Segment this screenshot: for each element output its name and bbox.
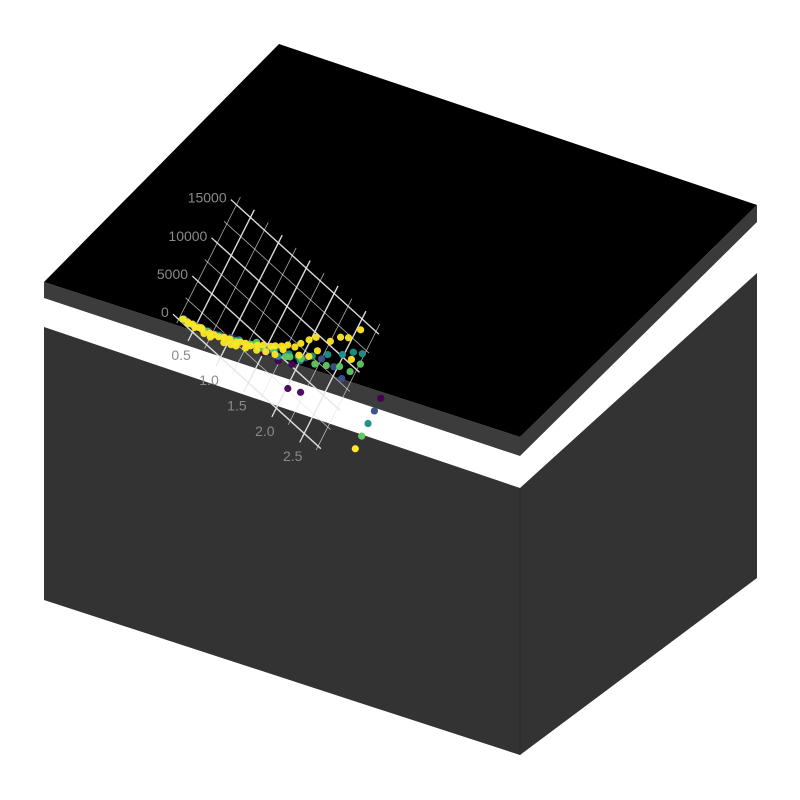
grid-line-y: [175, 316, 322, 450]
slab-right-edge: [520, 205, 757, 456]
legend-key: [370, 407, 378, 415]
data-point: [344, 334, 353, 342]
legend: [351, 394, 385, 453]
grid-line-y: [204, 259, 351, 392]
data-point: [284, 341, 292, 349]
grid-line-y: [185, 297, 331, 430]
slab-left-edge: [44, 282, 520, 456]
data-point: [286, 353, 294, 361]
data-point: [322, 361, 330, 370]
grid-lines: [172, 196, 381, 451]
data-point: [358, 350, 366, 358]
data-point: [232, 342, 240, 350]
y-tick-label: 0: [161, 304, 169, 320]
y-tick-mark: [191, 275, 196, 280]
data-point: [291, 343, 299, 351]
grid-line-x: [176, 196, 241, 324]
y-tick-label: 5000: [157, 266, 188, 282]
tick-labels: 0.5 1.0 1.5 2.0 2.5 0 5000 10000 15000: [157, 190, 303, 465]
data-point: [215, 333, 223, 341]
grid-line-y: [233, 201, 380, 335]
data-point: [185, 319, 193, 328]
x-tick-label: 2.5: [283, 448, 303, 464]
grid-line-x: [190, 209, 255, 337]
data-point: [259, 341, 267, 349]
data-point: [271, 342, 279, 350]
y-tick-mark: [211, 237, 215, 241]
x-tick-mark: [187, 335, 192, 342]
data-point: [262, 348, 270, 356]
data-point: [311, 360, 319, 368]
x-tick-label: 0.5: [171, 347, 191, 363]
data-point: [253, 346, 261, 354]
x-tick-mark: [271, 411, 275, 418]
data-point: [312, 333, 320, 341]
data-point: [357, 326, 365, 334]
data-point: [242, 344, 250, 352]
data-point: [313, 347, 322, 355]
data-point: [305, 352, 313, 361]
data-point: [338, 350, 347, 359]
grid-line-y: [213, 239, 360, 373]
y-tick-mark: [230, 199, 235, 203]
data-point: [336, 333, 345, 341]
data-point: [271, 350, 279, 359]
y-tick-label: 15000: [188, 190, 227, 206]
box-right-face: [520, 273, 757, 755]
data-point: [324, 350, 332, 359]
grid-line-x: [273, 285, 339, 413]
data-point: [317, 355, 326, 363]
data-point: [346, 367, 354, 376]
data-point: [296, 388, 305, 396]
grid-line-x: [245, 260, 311, 387]
data-points: [178, 315, 366, 396]
x-tick-label: 1.0: [199, 372, 219, 388]
legend-key: [364, 419, 372, 428]
data-point: [305, 336, 313, 344]
data-point: [200, 329, 208, 338]
legend-key: [377, 394, 385, 402]
x-tick-label: 2.0: [255, 423, 275, 439]
x-tick-mark: [299, 437, 303, 443]
data-point: [330, 363, 338, 371]
data-point: [356, 360, 364, 368]
data-point: [347, 355, 355, 363]
data-point: [295, 351, 303, 359]
grid-line-x: [204, 222, 269, 349]
data-point: [288, 360, 296, 368]
data-point: [197, 324, 205, 332]
legend-key: [358, 432, 366, 440]
y-tick-mark: [172, 313, 177, 318]
data-point: [226, 335, 234, 343]
data-point: [279, 346, 287, 354]
data-point: [336, 362, 344, 371]
data-point: [349, 348, 357, 356]
data-point: [220, 333, 228, 341]
x-tick-mark: [243, 386, 247, 392]
grid-line-y: [223, 221, 370, 354]
y-tick-label: 10000: [168, 228, 207, 244]
grid-line-x: [260, 273, 325, 400]
base-box: [44, 273, 757, 755]
x-tick-label: 1.5: [227, 397, 247, 413]
data-point: [297, 339, 305, 348]
data-point: [206, 333, 214, 341]
legend-key: [351, 445, 359, 453]
x-tick-mark: [215, 360, 220, 367]
data-point: [220, 339, 228, 347]
grid-line-y: [194, 278, 341, 412]
data-point: [284, 384, 292, 393]
grid-line-x: [315, 323, 381, 451]
data-point: [326, 337, 334, 345]
data-point: [338, 374, 346, 383]
box-left-face: [44, 327, 520, 755]
grid-line-x: [301, 310, 367, 438]
grid-line-x: [232, 247, 297, 375]
scatter-chart: 0.5 1.0 1.5 2.0 2.5 0 5000 10000 15000: [157, 190, 385, 465]
